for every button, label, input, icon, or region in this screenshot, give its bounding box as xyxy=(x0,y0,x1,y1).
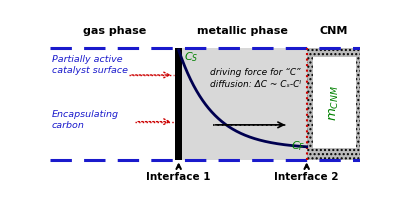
Text: Partially active
catalyst surface: Partially active catalyst surface xyxy=(52,55,128,75)
Bar xyxy=(179,48,307,160)
Bar xyxy=(175,48,182,160)
Text: $C_F$: $C_F$ xyxy=(291,139,305,153)
Text: metallic phase: metallic phase xyxy=(197,26,288,36)
Bar xyxy=(307,48,360,160)
Text: gas phase: gas phase xyxy=(83,26,146,36)
Text: Interface 1: Interface 1 xyxy=(146,172,211,182)
Text: $C_S$: $C_S$ xyxy=(184,50,199,64)
Bar xyxy=(314,58,355,147)
Text: $\it{m}_{CNM}$: $\it{m}_{CNM}$ xyxy=(328,85,342,121)
Text: Interface 2: Interface 2 xyxy=(274,172,339,182)
Text: Encapsulating
carbon: Encapsulating carbon xyxy=(52,110,118,130)
Text: CNM: CNM xyxy=(319,26,348,36)
Text: driving force for “C”
diffusion: ΔC ~ Cₛ-Cᴵ: driving force for “C” diffusion: ΔC ~ Cₛ… xyxy=(210,68,300,89)
